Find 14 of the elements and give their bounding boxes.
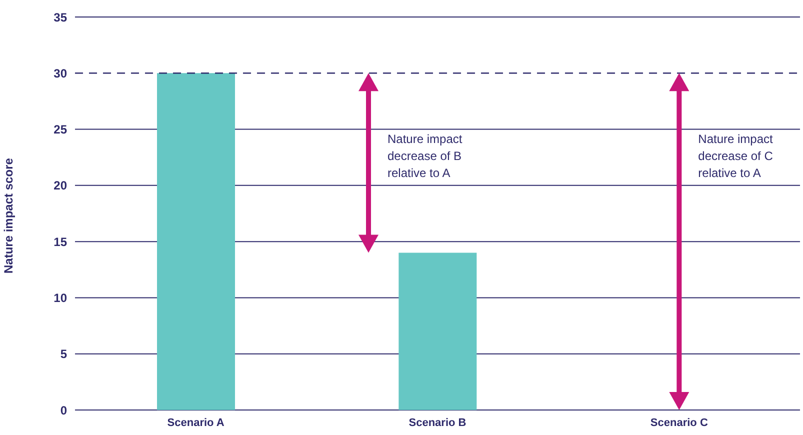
y-tick-label: 15 [54,234,68,249]
x-tick-label: Scenario C [650,416,708,429]
x-tick-label: Scenario B [408,416,466,429]
y-tick-label: 20 [54,178,68,193]
x-tick-label: Scenario A [167,416,224,429]
y-tick-label: 35 [54,10,68,24]
y-tick-label: 25 [54,122,68,137]
annotation: Nature impact decrease of B relative to A [388,132,463,180]
y-tick-label: 30 [54,66,68,80]
annotation: Nature impact decrease of C relative to A [698,132,774,180]
y-tick-label: 5 [60,347,68,362]
y-tick-label: 10 [54,290,68,305]
y-axis-title: Nature impact score [1,158,16,274]
y-tick-label: 0 [60,403,68,418]
